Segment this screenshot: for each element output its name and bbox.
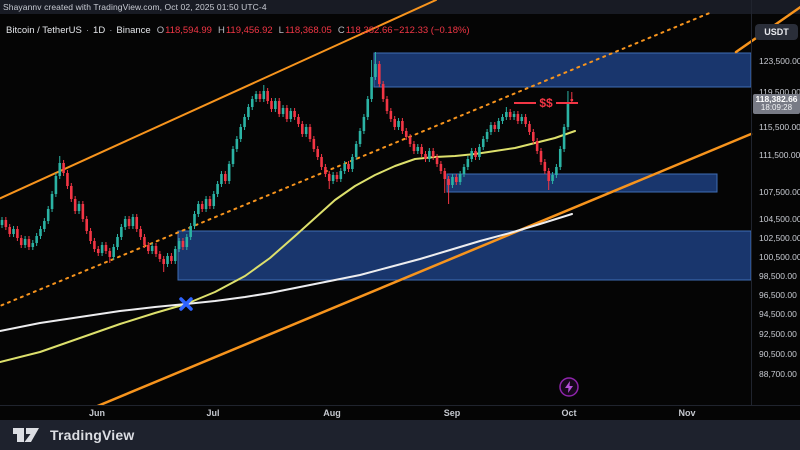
currency-toggle-button[interactable]: USDT bbox=[755, 24, 798, 40]
right-price-axis[interactable]: USDT 123,500.00 119,500.00 115,500.00 111,5… bbox=[751, 0, 800, 405]
time-tick-label: Jun bbox=[88, 408, 106, 418]
time-axis[interactable]: Jun Jul Aug Sep Oct Nov bbox=[0, 405, 800, 421]
price-tick-label: 111,500.00 bbox=[759, 150, 800, 160]
separator-dot: · bbox=[85, 25, 90, 36]
open-letter: O bbox=[156, 25, 165, 36]
bar-countdown: 18:09:28 bbox=[760, 103, 793, 113]
time-tick-label: Aug bbox=[323, 408, 341, 418]
time-tick-label: Oct bbox=[561, 408, 577, 418]
symbol-name[interactable]: Bitcoin / TetherUS bbox=[6, 25, 82, 36]
price-tick-label: 96,500.00 bbox=[759, 290, 797, 300]
time-tick-label: Jul bbox=[206, 408, 220, 418]
price-tick-label: 104,500.00 bbox=[759, 214, 800, 224]
time-tick-label: Sep bbox=[443, 408, 461, 418]
exchange-label: Binance bbox=[116, 25, 151, 36]
price-tick-label: 119,500.00 bbox=[759, 87, 800, 97]
cross-marker[interactable] bbox=[179, 297, 193, 311]
channel-upper-line bbox=[0, 0, 437, 200]
price-tick-label: 88,700.00 bbox=[759, 369, 797, 379]
price-tick-label: 94,500.00 bbox=[759, 309, 797, 319]
price-tick-label: 123,500.00 bbox=[759, 56, 800, 66]
tradingview-wordmark: TradingView bbox=[50, 427, 135, 443]
close-value: 118,382.66 bbox=[345, 25, 393, 36]
interval-label[interactable]: 1D bbox=[93, 25, 106, 36]
demand-zone-bottom bbox=[177, 230, 752, 281]
svg-text:$$: $$ bbox=[539, 96, 553, 110]
separator-dot: · bbox=[109, 25, 113, 36]
tradingview-logo-icon bbox=[13, 428, 39, 442]
ma-fast-yellow bbox=[0, 130, 576, 363]
attribution-text: Shayannv created with TradingView.com, O… bbox=[3, 2, 267, 12]
symbol-info-row: Bitcoin / TetherUS · 1D · Binance O 118,594.99… bbox=[6, 25, 470, 36]
price-tick-label: 100,500.00 bbox=[759, 252, 800, 262]
attribution-bar bbox=[0, 0, 800, 14]
close-letter: C bbox=[337, 25, 345, 36]
footer-bar: TradingView bbox=[0, 420, 800, 450]
last-price-label: 118,382.66 18:09:28 bbox=[753, 94, 800, 114]
price-tick-label: 107,500.00 bbox=[759, 187, 800, 197]
price-tick-label: 90,500.00 bbox=[759, 349, 797, 359]
low-letter: L bbox=[278, 25, 284, 36]
price-tick-label: 115,500.00 bbox=[759, 122, 800, 132]
lightning-event-marker[interactable] bbox=[559, 377, 579, 397]
price-tick-label: 92,500.00 bbox=[759, 329, 797, 339]
high-letter: H bbox=[217, 25, 225, 36]
price-chart[interactable]: $$ bbox=[0, 0, 800, 405]
dollar-level-marker[interactable]: $$ bbox=[514, 96, 578, 110]
price-tick-label: 98,500.00 bbox=[759, 271, 797, 281]
candlestick-series bbox=[0, 52, 574, 272]
low-value: 118,368.05 bbox=[284, 25, 332, 36]
high-value: 119,456.92 bbox=[225, 25, 273, 36]
change-value: −212.33 (−0.18%) bbox=[393, 25, 470, 36]
price-tick-label: 102,500.00 bbox=[759, 233, 800, 243]
ma-slow-white bbox=[0, 213, 573, 332]
last-price-value: 118,382.66 bbox=[755, 93, 798, 104]
time-tick-label: Nov bbox=[678, 408, 696, 418]
demand-zone-mid bbox=[446, 173, 718, 193]
open-value: 118,594.99 bbox=[165, 25, 212, 36]
trendline-lower bbox=[96, 132, 753, 405]
supply-zone-top bbox=[373, 52, 752, 88]
